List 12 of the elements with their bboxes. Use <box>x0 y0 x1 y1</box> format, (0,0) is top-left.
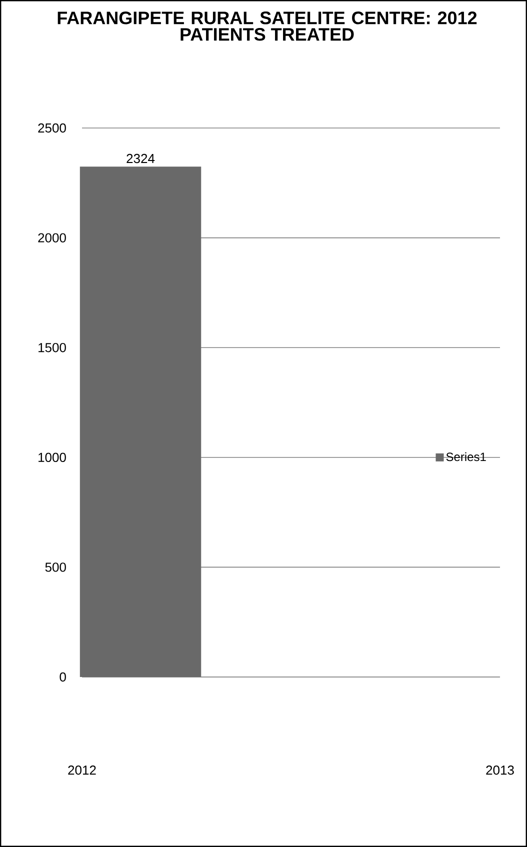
chart-subtitle: PATIENTS TREATED <box>180 28 354 41</box>
x-tick-label: 2013 <box>486 766 514 775</box>
y-tick-label: 2000 <box>38 233 66 242</box>
x-tick-label: 2012 <box>68 766 96 775</box>
y-tick-label: 0 <box>60 672 66 682</box>
y-tick-label: 1500 <box>38 342 66 352</box>
chart-title: FARANGIPETE RURAL SATELITE CENTRE: 2012 <box>58 12 477 24</box>
y-tick-label: 1000 <box>38 452 66 462</box>
y-tick-label: 500 <box>45 562 66 572</box>
legend-label: Series1 <box>446 452 486 462</box>
data-label: 2324 <box>126 154 155 164</box>
y-tick-label: 2500 <box>38 123 66 133</box>
